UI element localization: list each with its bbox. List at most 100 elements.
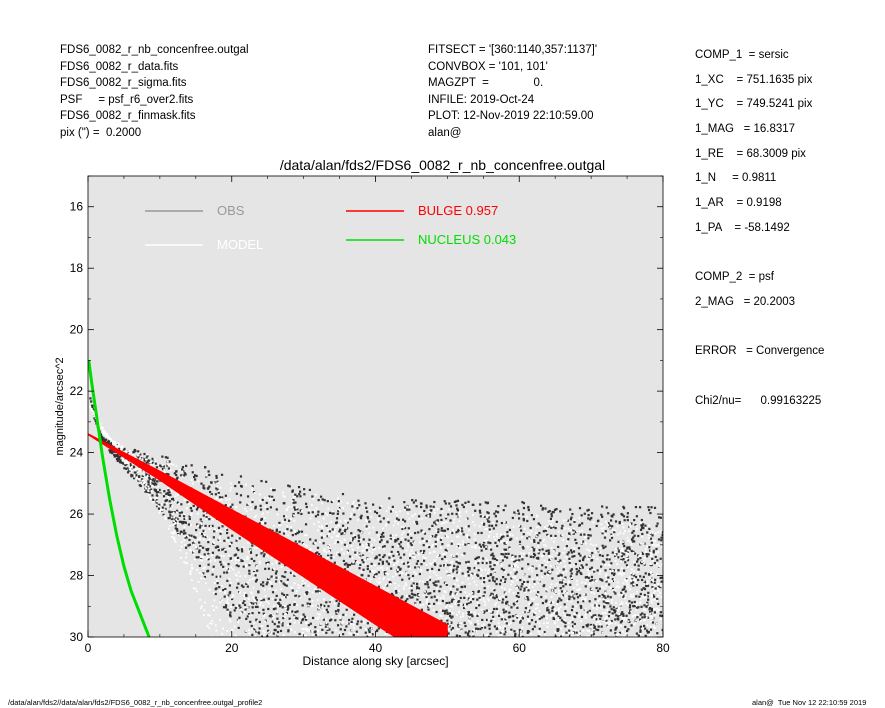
obs-point [214,592,217,596]
obs-point [249,603,251,605]
obs-point [139,453,142,456]
obs-point [290,505,293,508]
obs-point [546,533,549,537]
obs-point [591,604,593,607]
obs-point [155,494,159,497]
obs-point [173,472,176,475]
obs-point [414,566,417,569]
obs-point [171,524,174,526]
obs-point [412,593,415,596]
obs-point [279,598,282,601]
obs-point [388,497,391,500]
obs-point [633,552,637,555]
obs-point [499,555,502,558]
obs-point [320,524,323,527]
obs-point [479,577,482,580]
obs-point [485,618,489,621]
obs-point [262,630,265,632]
obs-point [134,468,136,471]
obs-point [477,574,480,577]
obs-point [589,534,592,537]
obs-point [470,611,472,613]
obs-point [575,592,578,596]
obs-point [215,476,218,479]
obs-point [551,510,554,514]
obs-point [578,507,582,510]
obs-point [454,602,456,605]
obs-point [148,487,151,490]
obs-point [525,554,528,557]
obs-point [200,532,204,536]
obs-point [132,453,135,456]
obs-point [215,575,218,578]
obs-point [207,613,210,616]
obs-point [444,517,448,520]
obs-point [373,547,376,550]
obs-point [358,561,361,564]
obs-point [161,464,164,467]
obs-point [587,513,590,517]
obs-point [99,422,102,425]
obs-point [600,513,603,516]
obs-point [248,550,250,553]
obs-point [253,598,255,601]
obs-point [443,564,446,567]
obs-point [137,475,141,479]
obs-point [270,585,274,588]
obs-point [361,549,364,552]
obs-point [254,516,256,518]
obs-point [635,608,638,611]
obs-point [323,548,326,550]
obs-point [629,609,632,612]
obs-point [179,532,182,535]
obs-point [296,604,299,607]
obs-point [495,510,498,513]
obs-point [502,553,505,556]
obs-point [412,584,415,587]
obs-point [377,571,380,574]
obs-point [602,598,605,601]
obs-point [656,579,659,582]
obs-point [500,562,503,565]
obs-point [574,538,577,541]
obs-point [522,519,525,522]
obs-point [449,561,452,564]
obs-point [318,607,320,610]
obs-point [440,518,443,522]
obs-point [286,508,289,510]
obs-point [220,554,222,557]
obs-point [411,574,415,578]
obs-point [230,541,233,544]
obs-point [161,509,163,512]
obs-point [433,521,436,524]
obs-point [235,574,238,577]
obs-point [124,462,126,465]
obs-point [638,618,642,621]
obs-point [531,578,534,581]
obs-point [187,523,191,526]
obs-point [529,526,532,530]
obs-point [109,438,112,441]
obs-point [350,620,353,624]
obs-point [659,591,662,594]
obs-point [342,527,345,530]
obs-point [456,525,459,528]
obs-point [628,610,632,614]
obs-point [399,556,402,559]
obs-point [187,503,190,505]
obs-point [506,534,509,537]
obs-point [284,530,287,532]
obs-point [617,550,621,553]
plot-content [88,360,663,637]
obs-point [296,610,299,613]
obs-point [147,484,150,487]
obs-point [621,611,624,614]
obs-point [208,524,211,528]
obs-point [627,565,629,568]
obs-point [493,535,495,538]
obs-point [320,526,323,528]
obs-point [306,579,309,582]
obs-point [623,573,625,575]
obs-point [580,620,582,622]
obs-point [484,604,487,606]
